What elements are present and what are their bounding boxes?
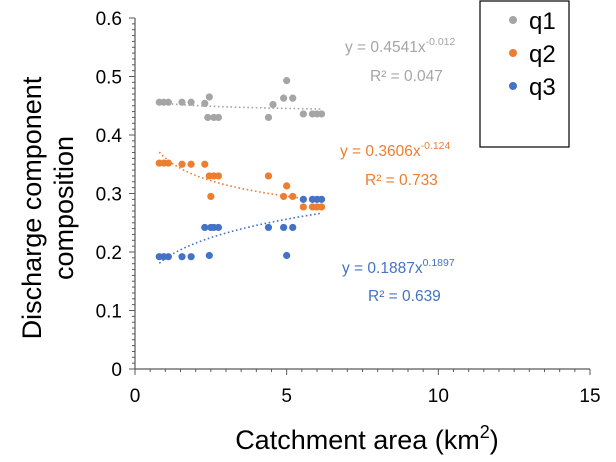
point-q3 bbox=[317, 195, 326, 203]
point-q3 bbox=[289, 223, 297, 232]
point-q1 bbox=[280, 94, 288, 102]
point-q1 bbox=[299, 110, 307, 118]
r2-q2: R² = 0.733 bbox=[365, 172, 438, 189]
point-q3 bbox=[214, 223, 223, 232]
legend: q1 q2 q3 bbox=[479, 0, 570, 148]
trendline-equations: y = 0.4541x-0.012 R² = 0.047 y = 0.3606x-0… bbox=[340, 36, 456, 305]
equation-q3: y = 0.1887x0.1897 bbox=[342, 257, 455, 277]
axes bbox=[129, 17, 591, 375]
point-q3 bbox=[299, 195, 307, 203]
equation-q1: y = 0.4541x-0.012 bbox=[345, 36, 456, 56]
y-tick-label: 0 bbox=[111, 360, 122, 381]
point-q2 bbox=[164, 159, 172, 167]
point-q2 bbox=[289, 192, 297, 201]
point-q2 bbox=[214, 172, 223, 180]
y-tick-label: 0.2 bbox=[96, 243, 122, 264]
legend-label-q3: q3 bbox=[529, 74, 556, 101]
x-tick-label: 10 bbox=[428, 386, 449, 407]
y-tick-label: 0.1 bbox=[96, 302, 122, 323]
point-q3 bbox=[283, 251, 291, 260]
y-tick-label: 0.3 bbox=[96, 185, 122, 206]
x-axis-title: Catchment area (km2) bbox=[235, 422, 499, 455]
point-q2 bbox=[187, 160, 195, 168]
legend-marker-q1 bbox=[509, 16, 517, 24]
r2-q3: R² = 0.639 bbox=[368, 288, 441, 305]
point-q3 bbox=[205, 251, 213, 260]
legend-box bbox=[479, 0, 570, 148]
point-q2 bbox=[280, 192, 288, 201]
point-q3 bbox=[187, 253, 195, 261]
trendline-q1 bbox=[159, 101, 322, 110]
point-q2 bbox=[178, 160, 186, 168]
point-q1 bbox=[214, 113, 223, 122]
x-tick-label: 5 bbox=[281, 386, 292, 407]
point-q2 bbox=[283, 182, 291, 190]
point-q1 bbox=[269, 100, 277, 109]
y-axis-title-line1: Discharge component bbox=[17, 76, 47, 339]
point-q3 bbox=[201, 223, 209, 232]
point-q2 bbox=[207, 192, 215, 201]
y-tick-label: 0.6 bbox=[96, 9, 122, 30]
equation-q2: y = 0.3606x-0.124 bbox=[340, 140, 451, 160]
point-q1 bbox=[164, 98, 172, 106]
point-q2 bbox=[317, 203, 326, 211]
tick-labels: 0 0.1 0.2 0.3 0.4 0.5 0.6 0 5 10 15 bbox=[96, 9, 601, 407]
point-q1 bbox=[289, 94, 297, 102]
x-tick-label: 15 bbox=[579, 386, 600, 407]
legend-marker-q3 bbox=[509, 82, 517, 90]
y-tick-label: 0.5 bbox=[96, 68, 122, 89]
point-q3 bbox=[164, 253, 172, 261]
legend-label-q1: q1 bbox=[529, 8, 556, 35]
point-q2 bbox=[299, 203, 307, 211]
trendline-q2 bbox=[158, 151, 322, 202]
point-q1 bbox=[204, 113, 212, 122]
point-q1 bbox=[283, 76, 291, 85]
point-q3 bbox=[280, 223, 288, 232]
point-q3 bbox=[264, 223, 273, 232]
point-q1 bbox=[201, 99, 209, 108]
point-q1 bbox=[264, 113, 273, 122]
point-q1 bbox=[205, 93, 213, 101]
legend-label-q2: q2 bbox=[529, 41, 556, 68]
point-q1 bbox=[178, 98, 186, 106]
trendline-q3 bbox=[158, 212, 322, 264]
y-axis-title-line2: composition bbox=[49, 136, 79, 280]
y-tick-label: 0.4 bbox=[96, 126, 123, 147]
point-q3 bbox=[178, 253, 186, 261]
point-q2 bbox=[264, 172, 273, 180]
point-q2 bbox=[201, 160, 209, 168]
point-q1 bbox=[187, 98, 195, 106]
legend-marker-q2 bbox=[509, 49, 517, 57]
trendlines bbox=[158, 101, 322, 264]
x-tick-label: 0 bbox=[130, 386, 141, 407]
point-q1 bbox=[317, 110, 326, 118]
r2-q1: R² = 0.047 bbox=[370, 68, 443, 85]
data-points bbox=[155, 76, 326, 261]
